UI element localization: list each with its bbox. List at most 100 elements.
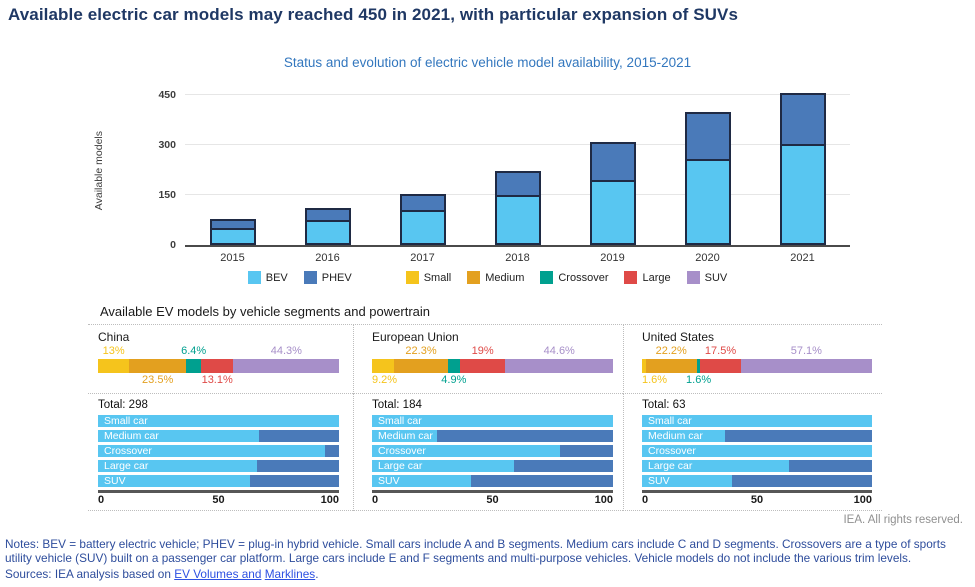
united-states-segment-suv bbox=[740, 359, 872, 373]
bar-2017-phev bbox=[399, 193, 446, 213]
china-bar-small-car-bev bbox=[98, 415, 339, 427]
bar-2018-bev bbox=[494, 197, 541, 245]
total-label-european-union: Total: 184 bbox=[372, 399, 422, 411]
y-axis-title: Available models bbox=[93, 131, 105, 211]
european-union-bar-crossover: Crossover bbox=[372, 445, 613, 457]
china-segment-crossover bbox=[185, 359, 202, 373]
china-bar-crossover: Crossover bbox=[98, 445, 339, 457]
united-states-bar-medium-car: Medium car bbox=[642, 430, 872, 442]
china-pct-suv: 44.3% bbox=[270, 345, 302, 357]
link-ev-volumes[interactable]: EV Volumes and bbox=[174, 567, 262, 581]
bar-2021-bev bbox=[779, 146, 826, 245]
european-union-tick-50: 50 bbox=[486, 494, 499, 506]
china-pct-medium: 23.5% bbox=[142, 374, 174, 386]
legend-label-small: Small bbox=[423, 271, 452, 284]
chart-title: Status and evolution of electric vehicle… bbox=[283, 55, 692, 70]
european-union-tick-0: 0 bbox=[372, 494, 379, 506]
pct-labels-bottom-china: 23.5% 13.1% bbox=[98, 374, 339, 387]
united-states-bar-label-large-car: Large car bbox=[648, 460, 693, 472]
european-union-bar-medium-car: Medium car bbox=[372, 430, 613, 442]
segment-panel-united-states: United States 22.2% 17.5% 57.1% 1.6% 1.6% bbox=[623, 325, 882, 394]
totals-panel-united-states: Total: 63 Small car Medium car Crossover Lar… bbox=[623, 394, 882, 511]
segment-panel-china: China 13% 6.4% 44.3% 23.5% 13.1% bbox=[88, 325, 353, 394]
china-bar-large-car: Large car bbox=[98, 460, 339, 472]
year-label-2018: 2018 bbox=[505, 252, 530, 264]
united-states-x-axis: 0 50 100 bbox=[642, 490, 872, 506]
availability-stacked-bar-chart: 0 150 300 450 bbox=[158, 89, 850, 251]
bar-slot-2020 bbox=[660, 95, 755, 245]
stacked-bar-2018 bbox=[494, 171, 541, 245]
phev-swatch-icon bbox=[303, 271, 317, 284]
copyright-note: IEA. All rights reserved. bbox=[843, 514, 963, 526]
united-states-tick-0: 0 bbox=[642, 494, 649, 506]
y-tick-300: 300 bbox=[158, 139, 176, 151]
european-union-bar-label-medium-car: Medium car bbox=[378, 430, 433, 442]
bar-2019-phev bbox=[589, 142, 636, 183]
united-states-pct-large: 17.5% bbox=[704, 345, 737, 357]
european-union-bar-label-crossover: Crossover bbox=[378, 445, 426, 457]
segment-bar-china bbox=[98, 359, 339, 373]
legend-label-crossover: Crossover bbox=[558, 271, 609, 284]
x-axis-labels: 2015 2016 2017 2018 2019 2020 2021 bbox=[185, 252, 850, 264]
y-tick-150: 150 bbox=[158, 189, 176, 201]
european-union-bar-small-car: Small car bbox=[372, 415, 613, 427]
legend-label-large: Large bbox=[642, 271, 671, 284]
stacked-bar-2020 bbox=[684, 111, 731, 245]
china-tick-100: 100 bbox=[320, 494, 339, 506]
china-bar-label-small-car: Small car bbox=[104, 415, 148, 427]
country-label-china: China bbox=[98, 330, 130, 344]
legend-label-bev: BEV bbox=[265, 271, 288, 284]
bar-2020-bev bbox=[684, 161, 731, 245]
year-label-2017: 2017 bbox=[410, 252, 435, 264]
united-states-bar-large-car-bev bbox=[642, 460, 790, 472]
country-label-european-union: European Union bbox=[372, 330, 459, 344]
china-segment-small bbox=[98, 359, 130, 373]
segment-share-panels: China 13% 6.4% 44.3% 23.5% 13.1% European Unio… bbox=[88, 325, 882, 394]
legend-group-2: Small Medium Crossover Large SUV bbox=[398, 271, 736, 284]
bar-slot-2021 bbox=[755, 93, 850, 245]
bar-2020-phev bbox=[684, 111, 731, 162]
pct-labels-bottom-united-states: 1.6% 1.6% bbox=[642, 374, 872, 387]
bar-2016-bev bbox=[304, 221, 351, 245]
legend-item-bev: BEV bbox=[247, 271, 288, 284]
bar-2019-bev bbox=[589, 182, 636, 245]
china-segment-suv bbox=[232, 359, 339, 373]
china-pct-crossover: 6.4% bbox=[181, 345, 207, 357]
legend-label-medium: Medium bbox=[485, 271, 525, 284]
european-union-bar-label-suv: SUV bbox=[378, 475, 400, 487]
total-label-united-states: Total: 63 bbox=[642, 399, 686, 411]
bar-slot-2018 bbox=[470, 95, 565, 245]
european-union-bar-suv: SUV bbox=[372, 475, 613, 487]
china-bar-small-car: Small car bbox=[98, 415, 339, 427]
china-tick-0: 0 bbox=[98, 494, 105, 506]
pct-labels-top-united-states: 22.2% 17.5% 57.1% bbox=[642, 345, 872, 358]
bev-swatch-icon bbox=[247, 271, 261, 284]
european-union-pct-small: 9.2% bbox=[372, 374, 398, 386]
united-states-bar-suv: SUV bbox=[642, 475, 872, 487]
united-states-segment-crossover bbox=[696, 359, 701, 373]
united-states-pct-suv: 57.1% bbox=[790, 345, 822, 357]
bar-slots bbox=[185, 93, 850, 245]
chart-legend: BEV PHEV Small Medium Crossover Large SUV bbox=[0, 271, 975, 284]
medium-swatch-icon bbox=[467, 271, 481, 284]
european-union-segment-suv bbox=[505, 359, 613, 373]
united-states-segment-small bbox=[642, 359, 646, 373]
european-union-segment-medium bbox=[394, 359, 448, 373]
united-states-bar-crossover-bev bbox=[642, 445, 872, 457]
year-label-2019: 2019 bbox=[600, 252, 625, 264]
united-states-bar-label-suv: SUV bbox=[648, 475, 670, 487]
bar-slot-2016 bbox=[280, 95, 375, 245]
segment-panel-european-union: European Union 22.3% 19% 44.6% 9.2% 4.9% bbox=[353, 325, 623, 394]
link-marklines[interactable]: Marklines bbox=[264, 567, 316, 581]
suv-swatch-icon bbox=[686, 271, 700, 284]
legend-item-crossover: Crossover bbox=[540, 271, 608, 284]
china-bar-label-medium-car: Medium car bbox=[104, 430, 159, 442]
united-states-bar-label-crossover: Crossover bbox=[648, 445, 696, 457]
country-label-united-states: United States bbox=[642, 330, 715, 344]
gridline-450 bbox=[185, 94, 850, 95]
year-label-2016: 2016 bbox=[315, 252, 340, 264]
european-union-bar-label-small-car: Small car bbox=[378, 415, 422, 427]
bar-2015-bev bbox=[209, 229, 256, 245]
segment-bar-european-union bbox=[372, 359, 613, 373]
legend-item-large: Large bbox=[624, 271, 671, 284]
